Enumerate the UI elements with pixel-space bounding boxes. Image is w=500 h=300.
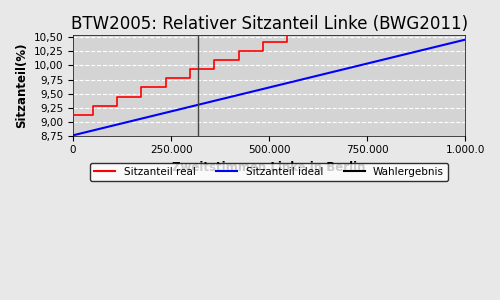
- X-axis label: Zweitstimmen Linke in Berlin: Zweitstimmen Linke in Berlin: [172, 161, 366, 174]
- Y-axis label: Sitzanteil(%): Sitzanteil(%): [15, 42, 28, 128]
- Legend: Sitzanteil real, Sitzanteil ideal, Wahlergebnis: Sitzanteil real, Sitzanteil ideal, Wahle…: [90, 163, 448, 181]
- Title: BTW2005: Relativer Sitzanteil Linke (BWG2011): BTW2005: Relativer Sitzanteil Linke (BWG…: [70, 15, 468, 33]
